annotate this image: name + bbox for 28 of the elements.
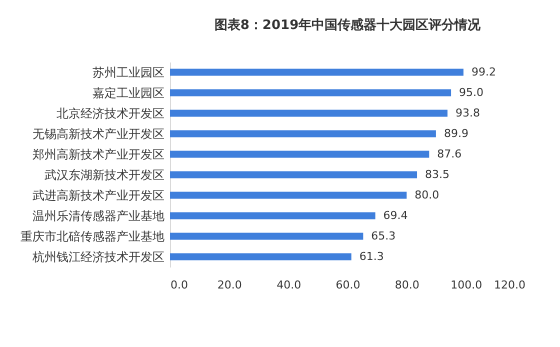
x-tick-label: 0.0 — [170, 278, 188, 292]
x-tick-label: 120.0 — [494, 278, 526, 292]
data-label: 89.9 — [444, 126, 468, 140]
data-label: 61.3 — [359, 250, 384, 263]
data-label: 65.3 — [371, 229, 396, 242]
y-tick-label: 苏州工业园区 — [92, 65, 164, 80]
data-label: 87.6 — [437, 147, 462, 160]
data-label: 93.8 — [455, 106, 480, 120]
data-label: 99.2 — [471, 65, 496, 78]
x-tick-label: 20.0 — [217, 278, 242, 292]
x-tick-label: 60.0 — [336, 278, 360, 292]
x-tick-label: 40.0 — [276, 278, 302, 292]
y-tick-label: 武汉东湖新技术开发区 — [44, 168, 164, 182]
y-tick-label: 郑州高新技术产业开发区 — [32, 147, 164, 162]
data-label: 69.4 — [383, 208, 408, 222]
y-tick-label: 温州乐清传感器产业基地 — [32, 208, 164, 223]
data-label: 83.5 — [425, 168, 450, 181]
y-tick-label: 嘉定工业园区 — [92, 86, 164, 100]
y-tick-label: 杭州钱江经济技术开发区 — [32, 250, 164, 264]
y-tick-label: 重庆市北碚传感器产业基地 — [20, 229, 164, 244]
x-tick-label: 100.0 — [450, 278, 482, 292]
y-tick-label: 北京经济技术开发区 — [56, 106, 164, 120]
data-label: 80.0 — [414, 188, 440, 202]
data-label: 95.0 — [459, 86, 484, 99]
y-tick-label: 无锡高新技术产业开发区 — [32, 126, 164, 141]
chart-title: 图表8：2019年中国传感器十大园区评分情况 — [214, 17, 482, 33]
y-tick-label: 武进高新技术产业开发区 — [32, 188, 164, 202]
x-tick-label: 80.0 — [394, 278, 420, 292]
